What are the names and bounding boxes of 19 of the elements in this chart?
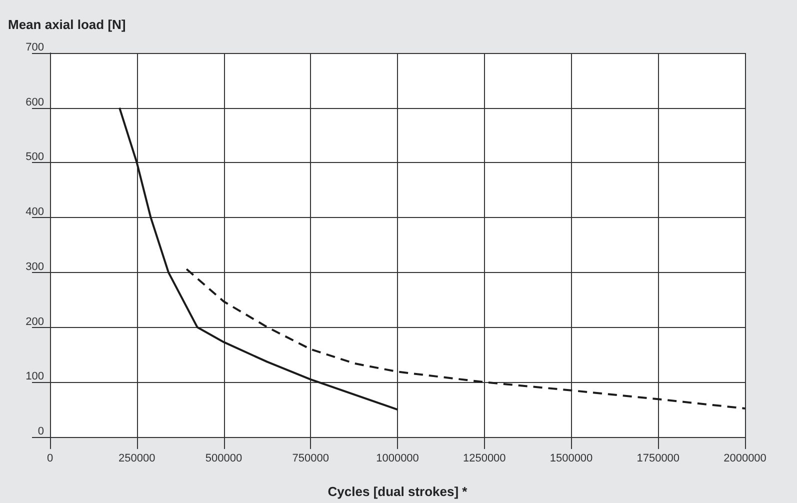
y-axis-title: Mean axial load [N] [8, 17, 126, 32]
y-tick-label: 700 [26, 42, 44, 54]
y-tick-label: 600 [26, 96, 44, 108]
x-tick-label: 0 [46, 452, 54, 464]
y-tick-label: 100 [26, 370, 44, 383]
x-tick-label: 2000000 [724, 452, 766, 464]
x-tick-label: 1750000 [636, 452, 680, 464]
x-tick-label: 1500000 [550, 452, 593, 464]
y-tick-label: 0 [38, 426, 44, 438]
x-tick-label: 750000 [292, 452, 329, 464]
x-tick-label: 1250000 [462, 452, 506, 464]
y-tick-label: 400 [26, 206, 44, 218]
x-axis-title: Cycles [dual strokes] * [328, 484, 468, 499]
y-tick-label: 200 [26, 316, 44, 328]
x-tick-label: 250000 [118, 452, 156, 464]
y-tick-label: 500 [26, 151, 44, 164]
x-tick-label: 1000000 [376, 452, 419, 464]
x-tick-label: 500000 [205, 452, 242, 464]
y-tick-label: 300 [26, 260, 44, 273]
